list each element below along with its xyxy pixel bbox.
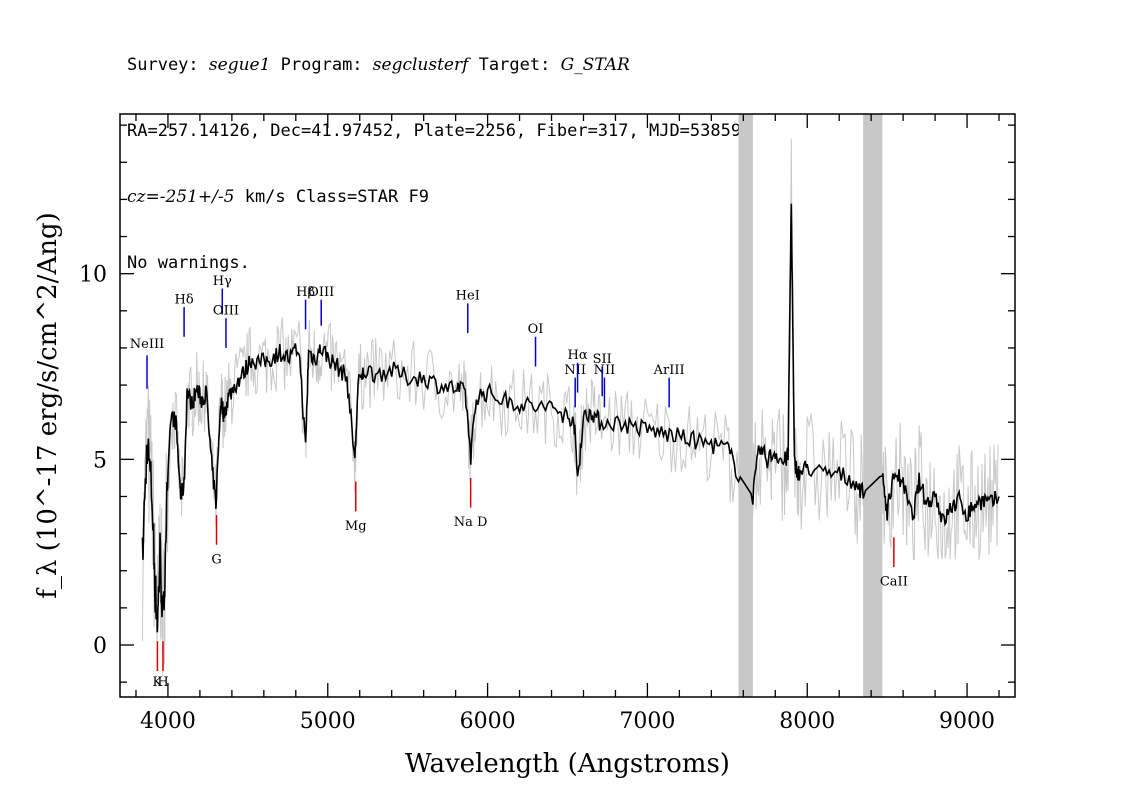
header-line-4: No warnings.	[127, 253, 250, 273]
spectrum-header: Survey: segue1 Program: segclusterf Targ…	[127, 10, 741, 296]
y-tick-label: 0	[93, 634, 107, 659]
line-label-0: NeIII	[130, 337, 164, 352]
plot-frame	[119, 113, 1016, 698]
line-label-15: G	[211, 552, 221, 567]
line-label-2: Hγ	[213, 274, 232, 289]
noise-series-line	[141, 138, 999, 677]
header-line-1: Survey: segue1 Program: segclusterf Targ…	[127, 54, 741, 76]
line-label-3: OIII	[213, 304, 239, 319]
line-label-12: ArIII	[653, 363, 685, 378]
line-label-17: Na D	[454, 515, 488, 530]
target-label: Target:	[478, 55, 551, 75]
survey-value: segue1	[208, 55, 271, 75]
x-tick-label: 9000	[939, 709, 995, 734]
cz-label: cz=	[127, 187, 160, 207]
masked-region-1	[863, 114, 883, 697]
line-label-4: Hβ	[296, 285, 315, 300]
y-tick-label: 10	[79, 263, 107, 288]
y-axis-title: f_λ (10^-17 erg/s/cm^2/Ang)	[33, 212, 63, 598]
line-label-5: OIII	[308, 285, 334, 300]
line-label-10: NII	[594, 363, 616, 378]
cz-rest: km/s Class=STAR F9	[234, 187, 429, 207]
y-tick-label: 5	[93, 448, 107, 473]
target-value: G_STAR	[560, 55, 630, 75]
line-label-7: OI	[528, 322, 544, 337]
x-tick-label: 6000	[460, 709, 516, 734]
line-label-8: NII	[564, 363, 586, 378]
masked-region-0	[738, 114, 753, 697]
header-line-3: cz=-251+/-5 km/s Class=STAR F9	[127, 186, 741, 208]
line-label-1: Hδ	[175, 292, 194, 307]
flux-series-line	[141, 203, 1000, 633]
line-label-16: Mg	[345, 519, 367, 534]
x-tick-label: 8000	[779, 709, 835, 734]
line-label-18: CaII	[880, 575, 908, 590]
header-line-2: RA=257.14126, Dec=41.97452, Plate=2256, …	[127, 121, 742, 141]
program-value: segclusterf	[372, 55, 469, 75]
x-tick-label: 7000	[619, 709, 675, 734]
x-tick-label: 5000	[300, 709, 356, 734]
x-axis-title: Wavelength (Angstroms)	[405, 749, 730, 779]
survey-label: Survey:	[127, 55, 199, 75]
x-tick-label: 4000	[140, 709, 196, 734]
line-label-11: SII	[593, 352, 612, 367]
line-label-6: HeI	[456, 289, 480, 304]
cz-value: -251+/-5	[159, 187, 235, 207]
program-label: Program:	[280, 55, 363, 75]
line-label-9: Hα	[568, 348, 588, 363]
line-label-13: K	[153, 675, 163, 690]
line-label-14: H	[157, 675, 168, 690]
